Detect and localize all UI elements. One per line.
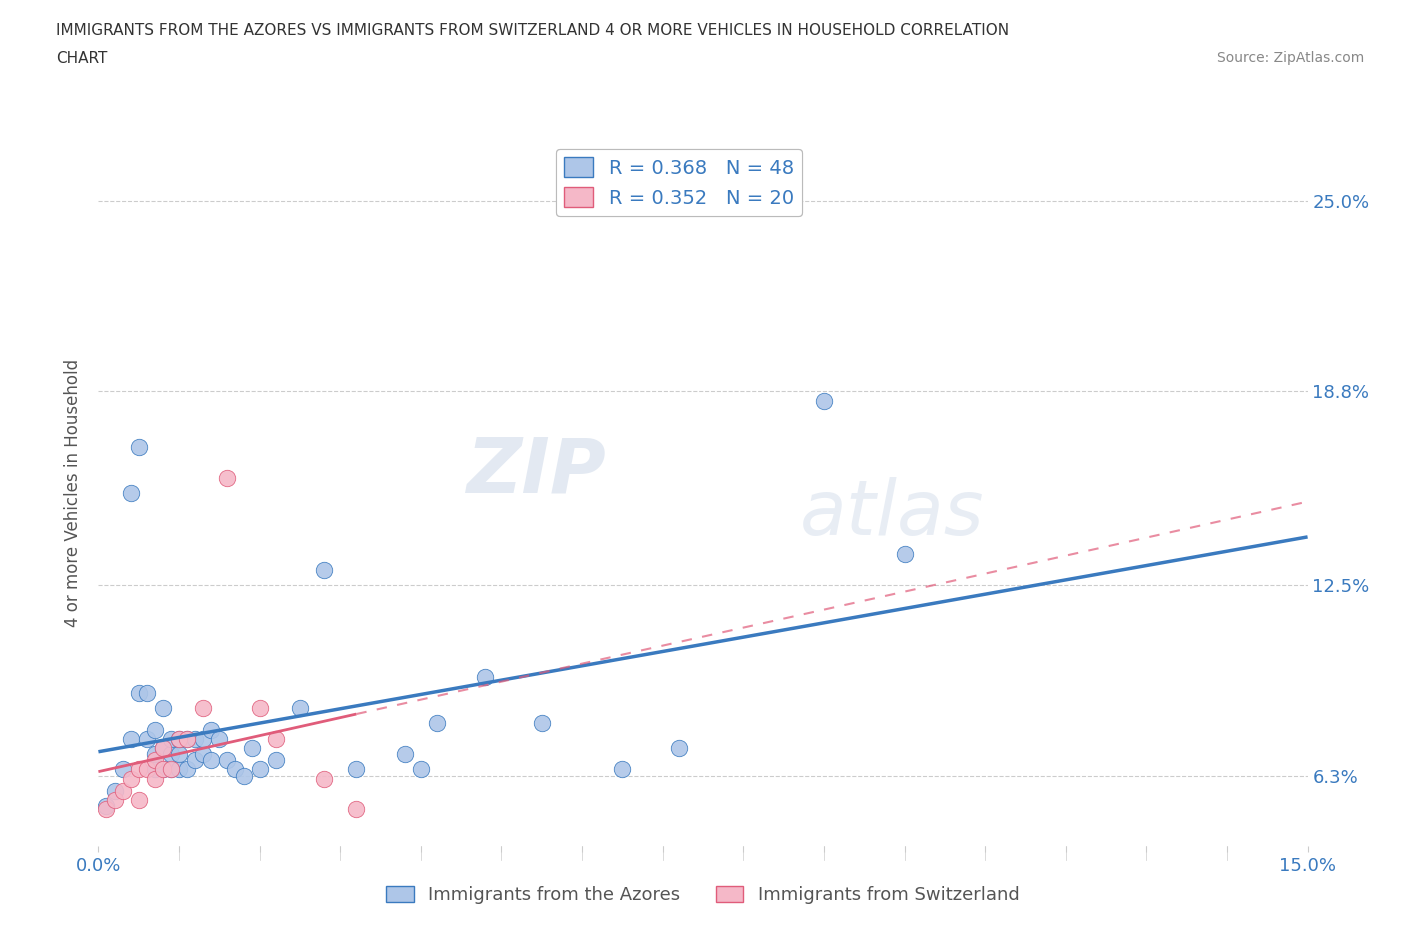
- Point: [176, 731, 198, 746]
- Point: [143, 747, 166, 762]
- Point: [314, 771, 336, 786]
- Text: CHART: CHART: [56, 51, 108, 66]
- Point: [474, 670, 496, 684]
- Point: [160, 731, 183, 746]
- Legend: Immigrants from the Azores, Immigrants from Switzerland: Immigrants from the Azores, Immigrants f…: [380, 879, 1026, 911]
- Point: [217, 470, 239, 485]
- Point: [813, 393, 835, 408]
- Y-axis label: 4 or more Vehicles in Household: 4 or more Vehicles in Household: [65, 359, 83, 627]
- Point: [167, 747, 190, 762]
- Point: [193, 747, 215, 762]
- Point: [111, 784, 134, 799]
- Point: [176, 762, 198, 777]
- Point: [167, 731, 190, 746]
- Point: [224, 762, 246, 777]
- Text: IMMIGRANTS FROM THE AZORES VS IMMIGRANTS FROM SWITZERLAND 4 OR MORE VEHICLES IN : IMMIGRANTS FROM THE AZORES VS IMMIGRANTS…: [56, 23, 1010, 38]
- Point: [314, 563, 336, 578]
- Point: [160, 747, 183, 762]
- Point: [184, 731, 207, 746]
- Point: [208, 731, 231, 746]
- Point: [288, 700, 311, 715]
- Point: [128, 792, 150, 807]
- Point: [120, 771, 142, 786]
- Point: [152, 740, 174, 755]
- Point: [184, 752, 207, 767]
- Point: [152, 740, 174, 755]
- Point: [344, 762, 367, 777]
- Point: [193, 731, 215, 746]
- Point: [143, 771, 166, 786]
- Point: [249, 700, 271, 715]
- Point: [409, 762, 432, 777]
- Point: [143, 722, 166, 737]
- Point: [152, 762, 174, 777]
- Point: [200, 722, 222, 737]
- Point: [893, 547, 915, 562]
- Point: [135, 762, 157, 777]
- Point: [135, 685, 157, 700]
- Point: [217, 752, 239, 767]
- Point: [111, 762, 134, 777]
- Point: [128, 762, 150, 777]
- Text: ZIP: ZIP: [467, 434, 606, 509]
- Point: [264, 731, 287, 746]
- Point: [394, 747, 416, 762]
- Point: [426, 716, 449, 731]
- Point: [167, 762, 190, 777]
- Point: [612, 762, 634, 777]
- Text: atlas: atlas: [800, 477, 984, 551]
- Point: [232, 768, 254, 783]
- Point: [152, 700, 174, 715]
- Point: [96, 802, 118, 817]
- Point: [120, 485, 142, 500]
- Point: [103, 792, 125, 807]
- Point: [240, 740, 263, 755]
- Point: [193, 700, 215, 715]
- Point: [128, 685, 150, 700]
- Point: [135, 731, 157, 746]
- Point: [143, 752, 166, 767]
- Point: [200, 752, 222, 767]
- Text: Source: ZipAtlas.com: Source: ZipAtlas.com: [1216, 51, 1364, 65]
- Point: [249, 762, 271, 777]
- Point: [143, 762, 166, 777]
- Point: [167, 731, 190, 746]
- Point: [160, 762, 183, 777]
- Point: [160, 762, 183, 777]
- Point: [120, 731, 142, 746]
- Legend: R = 0.368   N = 48, R = 0.352   N = 20: R = 0.368 N = 48, R = 0.352 N = 20: [557, 149, 801, 216]
- Point: [530, 716, 553, 731]
- Point: [96, 799, 118, 814]
- Point: [152, 762, 174, 777]
- Point: [103, 784, 125, 799]
- Point: [264, 752, 287, 767]
- Point: [668, 740, 690, 755]
- Point: [344, 802, 367, 817]
- Point: [128, 439, 150, 454]
- Point: [176, 731, 198, 746]
